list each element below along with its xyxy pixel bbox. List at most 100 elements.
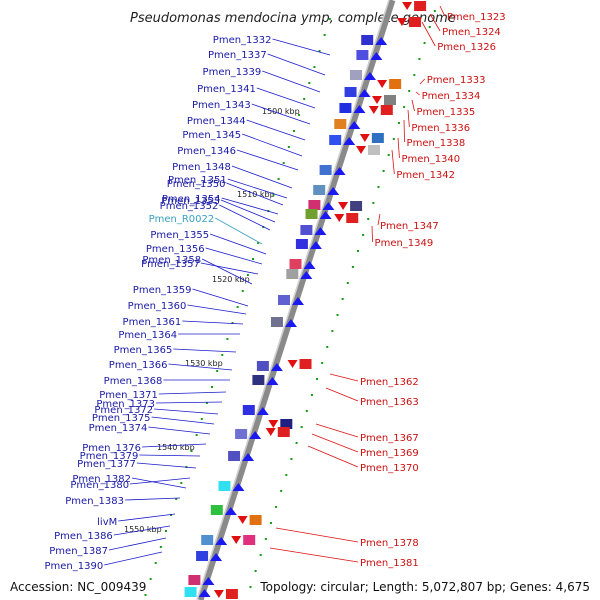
gene-feature[interactable] (228, 451, 241, 461)
gene-feature[interactable] (339, 103, 352, 113)
gene-label-reverse[interactable]: Pmen_1336 (411, 123, 470, 134)
gene-feature[interactable] (380, 105, 393, 115)
gene-label-forward[interactable]: Pmen_1383 (65, 496, 124, 507)
gene-feature[interactable] (286, 269, 299, 279)
gene-label-forward[interactable]: Pmen_1368 (104, 376, 163, 387)
gene-label-reverse[interactable]: Pmen_1342 (396, 170, 455, 181)
gene-feature[interactable] (243, 535, 256, 545)
gene-label-forward[interactable]: Pmen_1374 (89, 423, 148, 434)
gene-label-forward[interactable]: Pmen_1361 (123, 317, 182, 328)
gene-label-forward[interactable]: Pmen_1380 (70, 480, 129, 491)
gene-label-forward[interactable]: Pmen_1345 (182, 130, 241, 141)
gene-label-forward[interactable]: Pmen_1382 (72, 474, 131, 485)
gene-label-reverse[interactable]: Pmen_1323 (447, 12, 506, 23)
gene-label-reverse[interactable]: Pmen_1338 (407, 138, 466, 149)
gene-label-reverse[interactable]: Pmen_1349 (375, 238, 434, 249)
gene-label-forward[interactable]: Pmen_1332 (213, 35, 272, 46)
gene-label-reverse[interactable]: Pmen_1381 (360, 558, 419, 569)
gene-label-forward[interactable]: Pmen_1354 (162, 194, 221, 205)
gene-label-reverse[interactable]: Pmen_1378 (360, 538, 419, 549)
gene-label-reverse[interactable]: Pmen_1370 (360, 463, 419, 474)
gene-feature[interactable] (334, 119, 347, 129)
gene-feature[interactable] (252, 375, 265, 385)
gene-label-forward[interactable]: Pmen_1359 (133, 285, 192, 296)
gene-label-reverse[interactable]: Pmen_1340 (401, 154, 460, 165)
gene-feature[interactable] (344, 87, 357, 97)
gene-feature[interactable] (184, 587, 197, 597)
gene-label-reverse[interactable]: Pmen_1324 (442, 27, 501, 38)
gene-feature[interactable] (280, 419, 293, 429)
gene-feature[interactable] (256, 361, 269, 371)
gene-label-forward[interactable]: Pmen_1360 (128, 301, 187, 312)
gene-feature[interactable] (319, 165, 332, 175)
gene-feature[interactable] (201, 535, 214, 545)
gene-label-reverse[interactable]: Pmen_1363 (360, 397, 419, 408)
gene-label-forward[interactable]: Pmen_1350 (167, 179, 226, 190)
gene-feature[interactable] (249, 515, 262, 525)
gene-feature[interactable] (295, 239, 308, 249)
gene-feature[interactable] (196, 551, 209, 561)
gene-feature[interactable] (389, 79, 402, 89)
gene-label-forward[interactable]: Pmen_1353 (161, 196, 220, 207)
gene-feature[interactable] (308, 200, 321, 210)
gene-label-reverse[interactable]: Pmen_1334 (422, 91, 481, 102)
gene-label-reverse[interactable]: Pmen_1326 (437, 42, 496, 53)
gene-feature[interactable] (242, 405, 255, 415)
gene-feature[interactable] (278, 295, 290, 305)
gene-label-forward[interactable]: Pmen_1365 (114, 345, 173, 356)
gene-label-forward[interactable]: Pmen_1364 (118, 330, 177, 341)
gene-feature[interactable] (289, 259, 302, 269)
gene-feature[interactable] (300, 225, 313, 235)
gene-feature[interactable] (225, 589, 238, 599)
gene-label-forward[interactable]: Pmen_1348 (172, 162, 231, 173)
gene-label-forward[interactable]: Pmen_1346 (177, 146, 236, 157)
gene-label-reverse[interactable]: Pmen_1333 (427, 75, 486, 86)
gene-feature[interactable] (346, 213, 359, 223)
gene-label-reverse[interactable]: Pmen_1335 (416, 107, 475, 118)
gene-label-forward[interactable]: Pmen_1337 (208, 50, 267, 61)
gene-feature[interactable] (270, 317, 283, 327)
gene-label-forward[interactable]: Pmen_1339 (203, 67, 262, 78)
gene-feature[interactable] (218, 481, 231, 491)
gene-feature[interactable] (368, 145, 380, 155)
gene-feature[interactable] (414, 1, 427, 11)
gene-label-forward[interactable]: Pmen_1343 (192, 100, 251, 111)
gene-feature[interactable] (408, 17, 421, 27)
gene-feature[interactable] (329, 135, 342, 145)
gene-label-forward[interactable]: Pmen_1386 (54, 531, 113, 542)
gene-feature[interactable] (235, 429, 248, 439)
gene-label-forward[interactable]: Pmen_1358 (142, 255, 201, 266)
gene-feature[interactable] (350, 70, 362, 80)
gene-feature[interactable] (210, 505, 223, 515)
gene-feature[interactable] (384, 95, 396, 105)
gene-label-forward[interactable]: Pmen_1351 (168, 175, 227, 186)
gene-label-forward[interactable]: Pmen_1344 (187, 116, 246, 127)
gene-label-forward[interactable]: Pmen_1366 (109, 360, 168, 371)
gene-label-forward[interactable]: Pmen_1355 (150, 230, 209, 241)
gene-label-forward[interactable]: Pmen_1377 (77, 459, 136, 470)
gene-label-forward[interactable]: Pmen_1372 (94, 405, 153, 416)
gene-feature[interactable] (313, 185, 326, 195)
gene-label-forward[interactable]: Pmen_1375 (92, 413, 151, 424)
gene-label-reverse[interactable]: Pmen_1347 (380, 221, 439, 232)
gene-label-reverse[interactable]: Pmen_1369 (360, 448, 419, 459)
gene-label-forward[interactable]: Pmen_1390 (44, 561, 103, 572)
gene-label-forward[interactable]: Pmen_1352 (160, 201, 219, 212)
gene-label-forward[interactable]: Pmen_1341 (197, 84, 256, 95)
gene-label-forward[interactable]: Pmen_1357 (141, 259, 200, 270)
gene-feature[interactable] (356, 50, 369, 60)
gene-feature[interactable] (350, 201, 363, 211)
gene-feature[interactable] (188, 575, 201, 585)
gene-feature[interactable] (305, 209, 318, 219)
gene-label-reverse[interactable]: Pmen_1362 (360, 377, 419, 388)
gene-label-forward[interactable]: Pmen_1379 (80, 451, 139, 462)
gene-label-reverse[interactable]: Pmen_1367 (360, 433, 419, 444)
gene-label-forward[interactable]: Pmen_1376 (82, 443, 141, 454)
gene-feature[interactable] (277, 427, 290, 437)
gene-label-forward[interactable]: Pmen_1371 (99, 390, 158, 401)
gene-label-forward[interactable]: Pmen_1356 (146, 244, 205, 255)
gene-feature[interactable] (361, 35, 374, 45)
gene-feature[interactable] (299, 359, 312, 369)
gene-label-forward[interactable]: Pmen_R0022 (149, 214, 215, 225)
gene-label-forward[interactable]: Pmen_1373 (96, 399, 155, 410)
